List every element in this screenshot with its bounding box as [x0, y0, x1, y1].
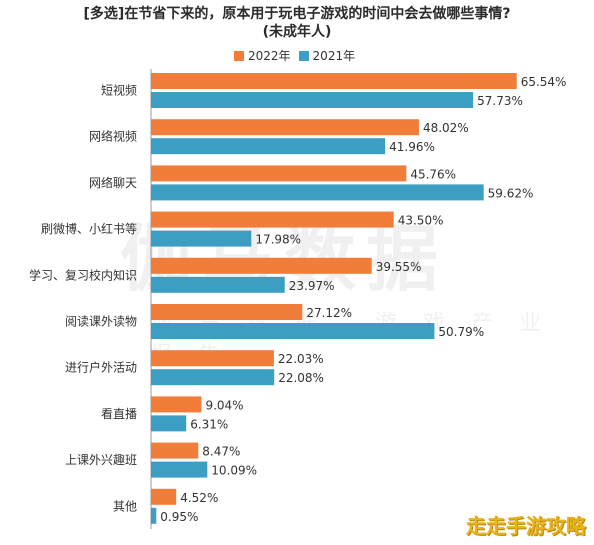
chart-subtitle: (未成年人): [262, 24, 332, 40]
category-label: 看直播: [101, 407, 137, 421]
bar-2022: [151, 396, 202, 413]
value-label: 50.79%: [438, 325, 484, 339]
category-label: 刷微博、小红书等: [41, 221, 137, 236]
value-label: 48.02%: [423, 121, 469, 135]
value-label: 22.08%: [278, 371, 324, 385]
legend: 2022年 2021年: [234, 47, 355, 64]
value-label: 41.96%: [389, 140, 435, 154]
corner-logo: 走走手游攻略: [466, 514, 586, 538]
value-label: 27.12%: [306, 306, 352, 320]
legend-item-2021: 2021年: [298, 47, 356, 64]
value-label: 10.09%: [211, 464, 257, 478]
bar-2022: [151, 442, 199, 459]
value-label: 45.76%: [410, 167, 456, 181]
value-label: 6.31%: [190, 417, 228, 431]
bar-2021: [151, 230, 252, 247]
bar-2021: [151, 184, 484, 201]
bar-2021: [151, 323, 435, 339]
bar-2022: [151, 211, 394, 228]
legend-swatch-2021: [298, 50, 309, 61]
category-label: 阅读课外读物: [65, 315, 137, 329]
value-label: 39.55%: [376, 260, 422, 274]
bar-2022: [151, 304, 303, 320]
value-label: 43.50%: [398, 214, 444, 228]
category-label: 上课外兴趣班: [65, 452, 137, 467]
value-label: 22.03%: [278, 352, 324, 366]
category-label: 短视频: [101, 83, 137, 98]
value-label: 65.54%: [521, 75, 567, 89]
bar-2021: [151, 369, 275, 386]
category-label: 进行户外活动: [65, 360, 137, 375]
bar-2021: [151, 276, 285, 293]
value-label: 0.95%: [160, 510, 198, 524]
bar-2021: [151, 92, 474, 108]
bar-2021: [151, 461, 208, 478]
legend-swatch-2022: [234, 50, 244, 61]
chart-title: [多选]在节省下来的，原本用于玩电子游戏的时间中会去做哪些事情?: [83, 6, 511, 22]
bar-2022: [151, 119, 419, 136]
category-label: 其他: [113, 499, 137, 513]
value-label: 17.98%: [255, 233, 301, 247]
bar-2022: [151, 257, 372, 274]
bar-2021: [151, 138, 386, 155]
legend-label-2021: 2021年: [312, 49, 356, 63]
category-label: 学习、复习校内知识: [29, 267, 137, 282]
category-label: 网络聊天: [89, 175, 137, 190]
value-label: 9.04%: [205, 398, 243, 412]
bar-2022: [151, 350, 274, 367]
value-label: 23.97%: [289, 279, 335, 293]
bar-2021: [151, 507, 157, 524]
category-label: 网络视频: [89, 129, 137, 144]
legend-item-2022: 2022年: [234, 47, 291, 64]
bar-2022: [151, 165, 407, 182]
value-label: 8.47%: [202, 445, 240, 459]
bar-2022: [151, 488, 177, 505]
bar-2021: [151, 415, 187, 432]
value-label: 4.52%: [180, 491, 218, 505]
legend-label-2022: 2022年: [248, 49, 291, 63]
value-label: 57.73%: [477, 94, 523, 108]
value-label: 59.62%: [488, 186, 534, 200]
bar-2022: [151, 73, 517, 89]
